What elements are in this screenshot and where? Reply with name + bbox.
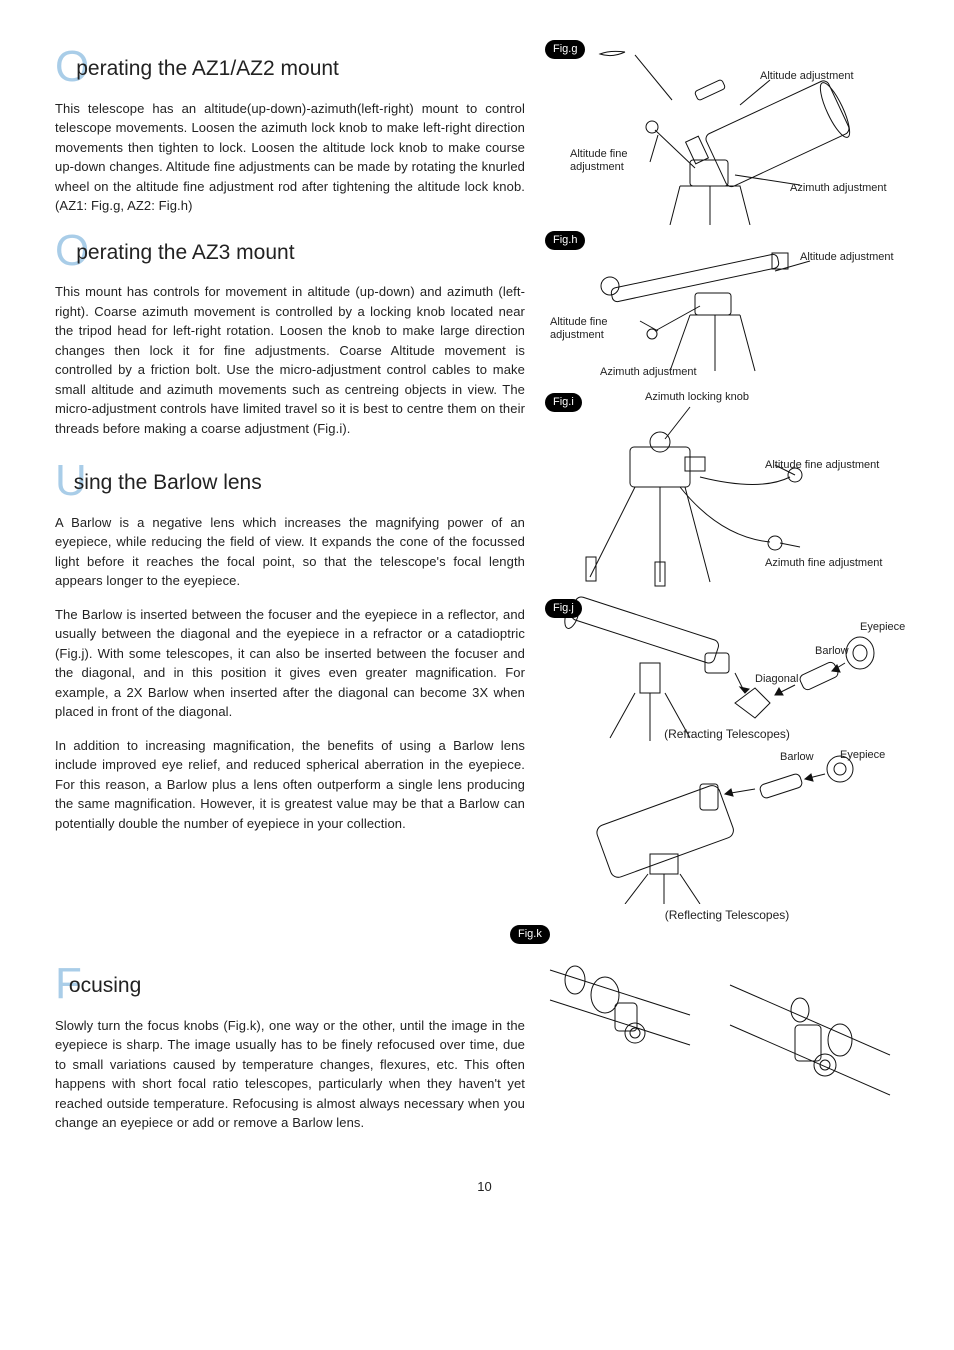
- fig-g-annot-alt-fine: Altitude fine adjustment: [570, 148, 627, 174]
- fig-g-annot-alt-adj: Altitude adjustment: [760, 70, 854, 83]
- fig-j-refracting-svg: [540, 593, 900, 743]
- fig-k-label: Fig.k: [510, 925, 550, 944]
- heading-az12: Operating the AZ1/AZ2 mount: [55, 46, 525, 85]
- heading-text-focusing: ocusing: [69, 974, 141, 997]
- fig-g-label: Fig.g: [545, 40, 585, 59]
- fig-i-label: Fig.i: [545, 393, 582, 412]
- fig-h-annot-alt-adj: Altitude adjustment: [800, 251, 894, 264]
- fig-j-annot-barlow-1: Barlow: [815, 645, 849, 658]
- heading-text-az3: perating the AZ3 mount: [76, 241, 294, 264]
- para-az12: This telescope has an altitude(up-down)-…: [55, 99, 525, 216]
- para-barlow-3: In addition to increasing magnification,…: [55, 736, 525, 834]
- fig-j-annot-barlow-2: Barlow: [780, 751, 814, 764]
- heading-text-az12: perating the AZ1/AZ2 mount: [76, 57, 339, 80]
- figure-j-refracting: Fig.j: [540, 593, 914, 743]
- left-column: Operating the AZ1/AZ2 mount This telesco…: [55, 40, 525, 1147]
- para-az3: This mount has controls for movement in …: [55, 282, 525, 438]
- figure-k: Fig.k: [540, 925, 914, 1115]
- fig-j-reflecting-svg: [540, 749, 900, 904]
- fig-h-annot-az-adj: Azimuth adjustment: [600, 366, 697, 379]
- heading-focusing: Focusing: [55, 963, 525, 1002]
- fig-g-svg: [540, 40, 900, 225]
- para-barlow-2: The Barlow is inserted between the focus…: [55, 605, 525, 722]
- para-focusing: Slowly turn the focus knobs (Fig.k), one…: [55, 1016, 525, 1133]
- figure-g: Fig.g: [540, 40, 914, 225]
- fig-g-annot-az-adj: Azimuth adjustment: [790, 182, 887, 195]
- figure-h: Fig.h: [540, 231, 914, 381]
- heading-barlow: Using the Barlow lens: [55, 460, 525, 499]
- para-barlow-1: A Barlow is a negative lens which increa…: [55, 513, 525, 591]
- heading-text-barlow: sing the Barlow lens: [74, 471, 262, 494]
- spacer: [55, 847, 525, 957]
- heading-az3: Operating the AZ3 mount: [55, 230, 525, 269]
- fig-h-label: Fig.h: [545, 231, 585, 250]
- fig-h-annot-alt-fine: Altitude fine adjustment: [550, 316, 607, 342]
- fig-j-annot-eyepiece-2: Eyepiece: [840, 749, 885, 762]
- page-number: 10: [55, 1177, 914, 1197]
- fig-j-label: Fig.j: [545, 599, 582, 618]
- fig-j-caption-reflecting: (Reflecting Telescopes): [540, 906, 914, 924]
- figure-i: Fig.i: [540, 387, 914, 587]
- fig-j-annot-eyepiece-1: Eyepiece: [860, 621, 905, 634]
- fig-k-svg: [540, 925, 900, 1115]
- fig-i-annot-az-lock: Azimuth locking knob: [645, 391, 749, 404]
- fig-i-annot-alt-fine: Altitude fine adjustment: [765, 459, 879, 472]
- fig-j-annot-diagonal: Diagonal: [755, 673, 798, 686]
- right-column: Fig.g: [540, 40, 914, 1147]
- fig-i-annot-az-fine: Azimuth fine adjustment: [765, 557, 882, 570]
- fig-j-caption-refracting: (Refracting Telescopes): [540, 725, 914, 743]
- page-columns: Operating the AZ1/AZ2 mount This telesco…: [55, 40, 914, 1147]
- figure-j-reflecting: Eyepiece Barlow (Reflecting Telescopes): [540, 749, 914, 919]
